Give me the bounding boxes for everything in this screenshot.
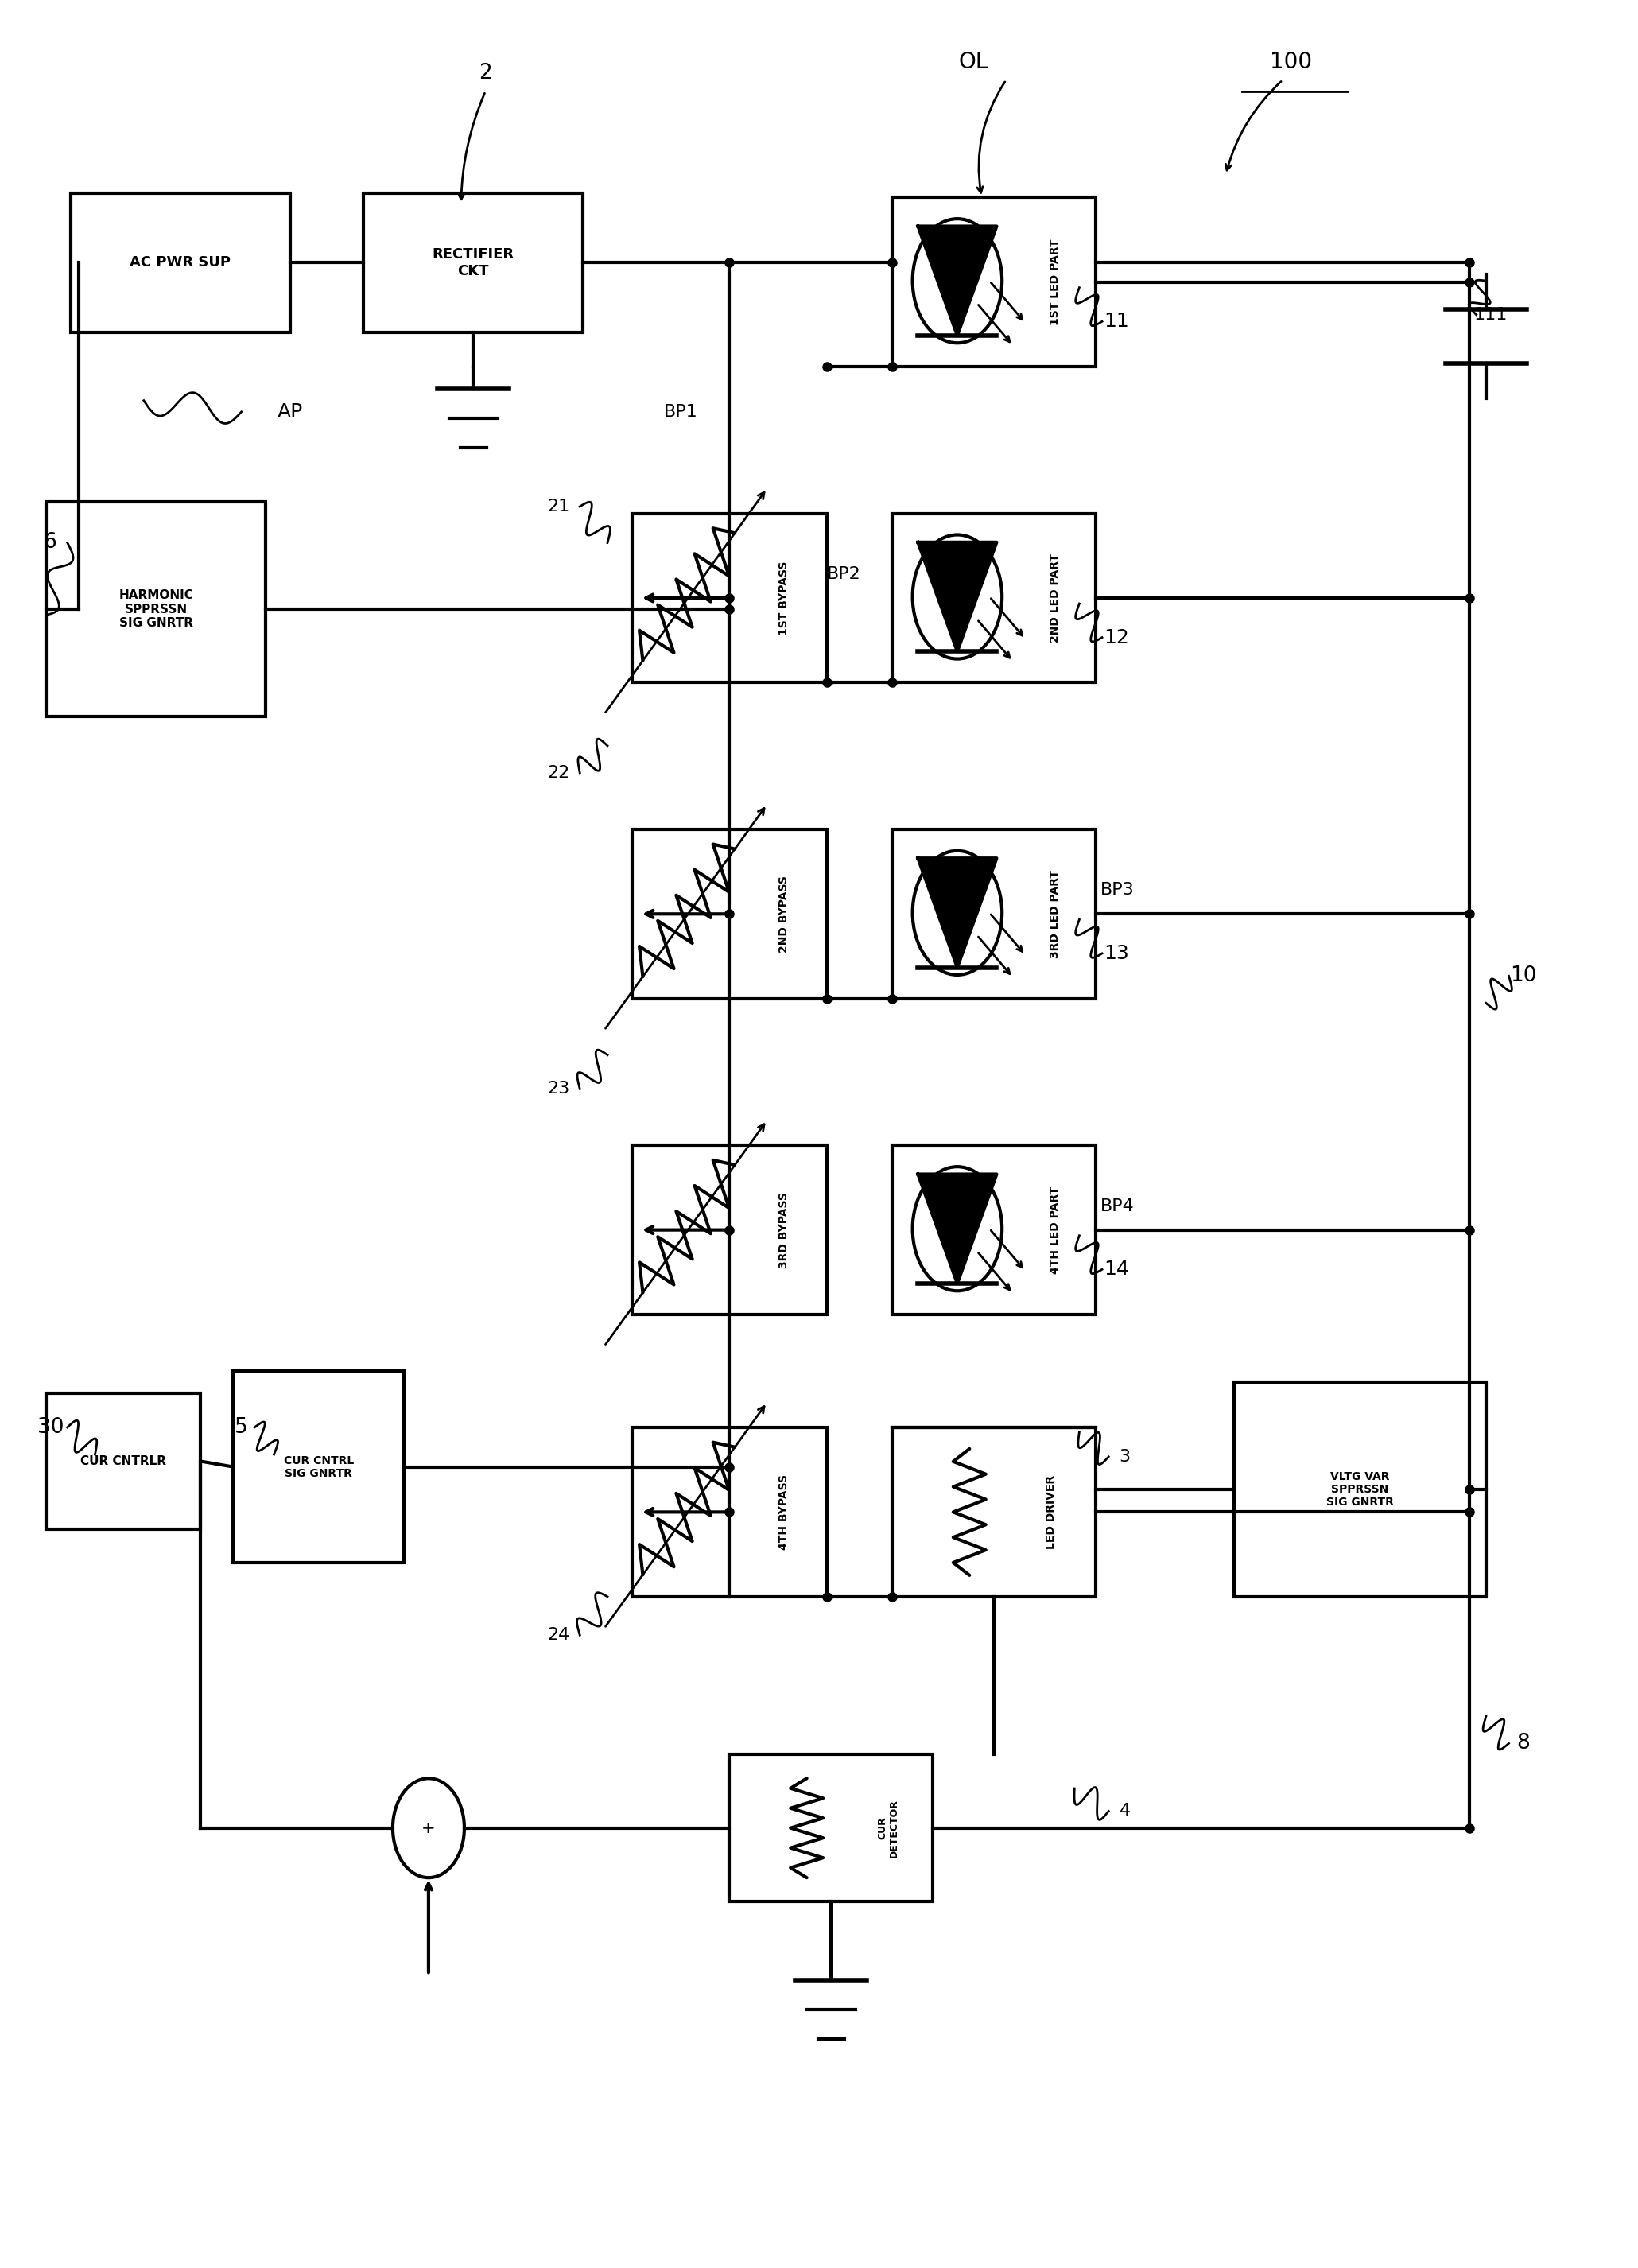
Polygon shape bbox=[917, 857, 996, 968]
Text: BP3: BP3 bbox=[1101, 882, 1135, 898]
Text: 24: 24 bbox=[547, 1626, 570, 1642]
Bar bbox=[729, 1755, 934, 1901]
Bar bbox=[893, 1145, 1096, 1315]
Text: 1ST BYPASS: 1ST BYPASS bbox=[778, 560, 790, 635]
Bar bbox=[364, 193, 583, 333]
Polygon shape bbox=[917, 1175, 996, 1284]
Text: 3: 3 bbox=[1119, 1449, 1130, 1465]
Text: 11: 11 bbox=[1104, 313, 1129, 331]
Text: 5: 5 bbox=[234, 1418, 247, 1438]
Bar bbox=[632, 513, 827, 683]
Text: 22: 22 bbox=[547, 764, 570, 780]
Text: AC PWR SUP: AC PWR SUP bbox=[129, 256, 231, 270]
Bar bbox=[46, 1393, 201, 1529]
Polygon shape bbox=[917, 542, 996, 651]
Text: 3RD BYPASS: 3RD BYPASS bbox=[778, 1191, 790, 1268]
Bar bbox=[1233, 1381, 1486, 1597]
Bar bbox=[893, 1427, 1096, 1597]
Text: LED DRIVER: LED DRIVER bbox=[1045, 1474, 1057, 1549]
Text: 14: 14 bbox=[1104, 1261, 1130, 1279]
Bar bbox=[233, 1370, 405, 1563]
Bar bbox=[46, 501, 265, 717]
Text: BP4: BP4 bbox=[1101, 1198, 1135, 1213]
Text: HARMONIC
SPPRSSN
SIG GNRTR: HARMONIC SPPRSSN SIG GNRTR bbox=[118, 590, 193, 628]
Text: 21: 21 bbox=[547, 499, 570, 515]
Text: 8: 8 bbox=[1517, 1733, 1530, 1753]
Bar bbox=[632, 830, 827, 998]
Bar bbox=[70, 193, 290, 333]
Text: 3RD LED PART: 3RD LED PART bbox=[1050, 871, 1060, 957]
Bar bbox=[632, 1427, 827, 1597]
Text: CUR CNTRL
SIG GNRTR: CUR CNTRL SIG GNRTR bbox=[283, 1454, 354, 1479]
Text: +: + bbox=[421, 1819, 436, 1837]
Bar bbox=[893, 513, 1096, 683]
Text: 2: 2 bbox=[478, 64, 491, 84]
Text: 2ND LED PART: 2ND LED PART bbox=[1050, 553, 1060, 642]
Text: CUR CNTRLR: CUR CNTRLR bbox=[80, 1456, 167, 1467]
Text: OL: OL bbox=[958, 50, 988, 73]
Text: 10: 10 bbox=[1510, 966, 1536, 987]
Bar bbox=[632, 1145, 827, 1315]
Text: 30: 30 bbox=[38, 1418, 64, 1438]
Text: 6: 6 bbox=[43, 533, 56, 553]
Text: 13: 13 bbox=[1104, 943, 1129, 964]
Text: CUR
DETECTOR: CUR DETECTOR bbox=[876, 1799, 899, 1857]
Text: 2ND BYPASS: 2ND BYPASS bbox=[778, 875, 790, 953]
Bar bbox=[893, 197, 1096, 367]
Text: 12: 12 bbox=[1104, 628, 1130, 646]
Text: AP: AP bbox=[277, 401, 303, 422]
Text: 4: 4 bbox=[1119, 1803, 1130, 1819]
Text: 111: 111 bbox=[1474, 306, 1509, 322]
Text: 1ST LED PART: 1ST LED PART bbox=[1050, 238, 1060, 324]
Text: 23: 23 bbox=[547, 1082, 570, 1098]
Text: BP2: BP2 bbox=[827, 567, 862, 583]
Text: BP1: BP1 bbox=[663, 404, 698, 420]
Polygon shape bbox=[917, 227, 996, 336]
Text: 4TH BYPASS: 4TH BYPASS bbox=[778, 1474, 790, 1549]
Text: RECTIFIER
CKT: RECTIFIER CKT bbox=[432, 247, 514, 279]
Text: 4TH LED PART: 4TH LED PART bbox=[1050, 1186, 1060, 1275]
Text: 100: 100 bbox=[1269, 50, 1312, 73]
Text: VLTG VAR
SPPRSSN
SIG GNRTR: VLTG VAR SPPRSSN SIG GNRTR bbox=[1327, 1472, 1394, 1508]
Bar bbox=[893, 830, 1096, 998]
